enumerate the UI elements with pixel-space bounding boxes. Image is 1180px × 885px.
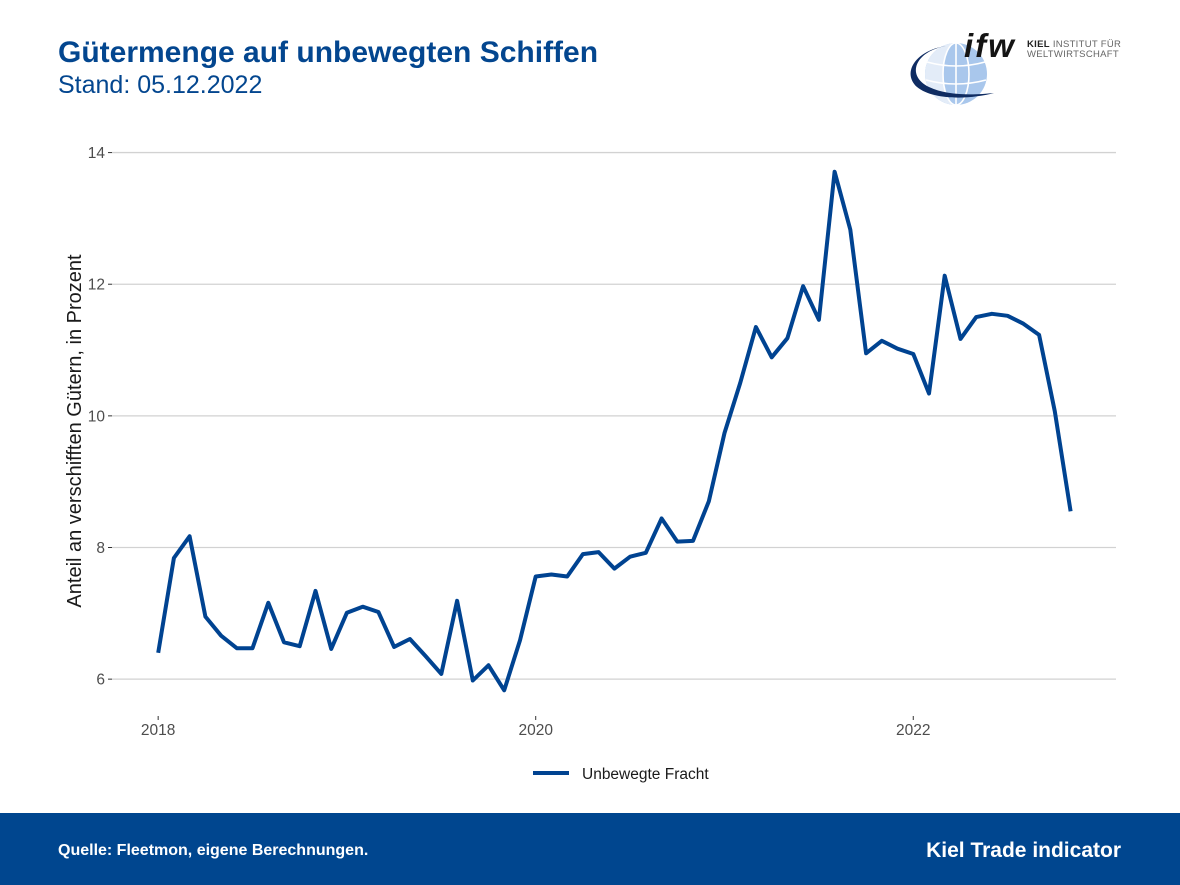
logo-institute-line-1: KIEL INSTITUT FÜR [1027,39,1121,50]
legend: Unbewegte Fracht [533,766,709,783]
x-tick-label: 2020 [518,722,553,739]
x-tick-label: 2022 [896,722,930,739]
logo-mark: ifw [964,27,1016,64]
logo-name-bold: KIEL [1027,39,1050,50]
source-note: Quelle: Fleetmon, eigene Berechnungen. [58,842,369,859]
y-tick-label: 8 [96,540,105,557]
x-tick-label: 2018 [141,722,175,739]
y-tick-label: 12 [88,277,105,294]
y-tick-label: 10 [88,408,106,425]
y-axis: Anteil an verschifften Gütern, in Prozen… [64,145,112,689]
footer-bar: Quelle: Fleetmon, eigene Berechnungen. K… [0,813,1180,885]
plot-series [156,169,1073,693]
chart-title: Gütermenge auf unbewegten Schiffen [58,36,599,69]
logo-name-rest: INSTITUT FÜR [1053,39,1121,50]
series-line-0 [156,169,1073,693]
y-tick-label: 14 [88,145,106,162]
y-axis-title: Anteil an verschifften Gütern, in Prozen… [64,254,86,608]
y-tick-label: 6 [96,672,105,689]
brand-name: Kiel Trade indicator [926,839,1121,862]
chart-subtitle: Stand: 05.12.2022 [58,71,263,99]
ifw-logo: ifw KIEL INSTITUT FÜR WELTWIRTSCHAFT [910,27,1121,106]
legend-label: Unbewegte Fracht [582,766,709,783]
x-axis: 2018 2020 2022 [141,716,931,739]
line-chart: ifw KIEL INSTITUT FÜR WELTWIRTSCHAFT Ante… [64,27,1121,783]
logo-institute-line-2: WELTWIRTSCHAFT [1027,49,1119,60]
gridlines [112,151,1116,680]
